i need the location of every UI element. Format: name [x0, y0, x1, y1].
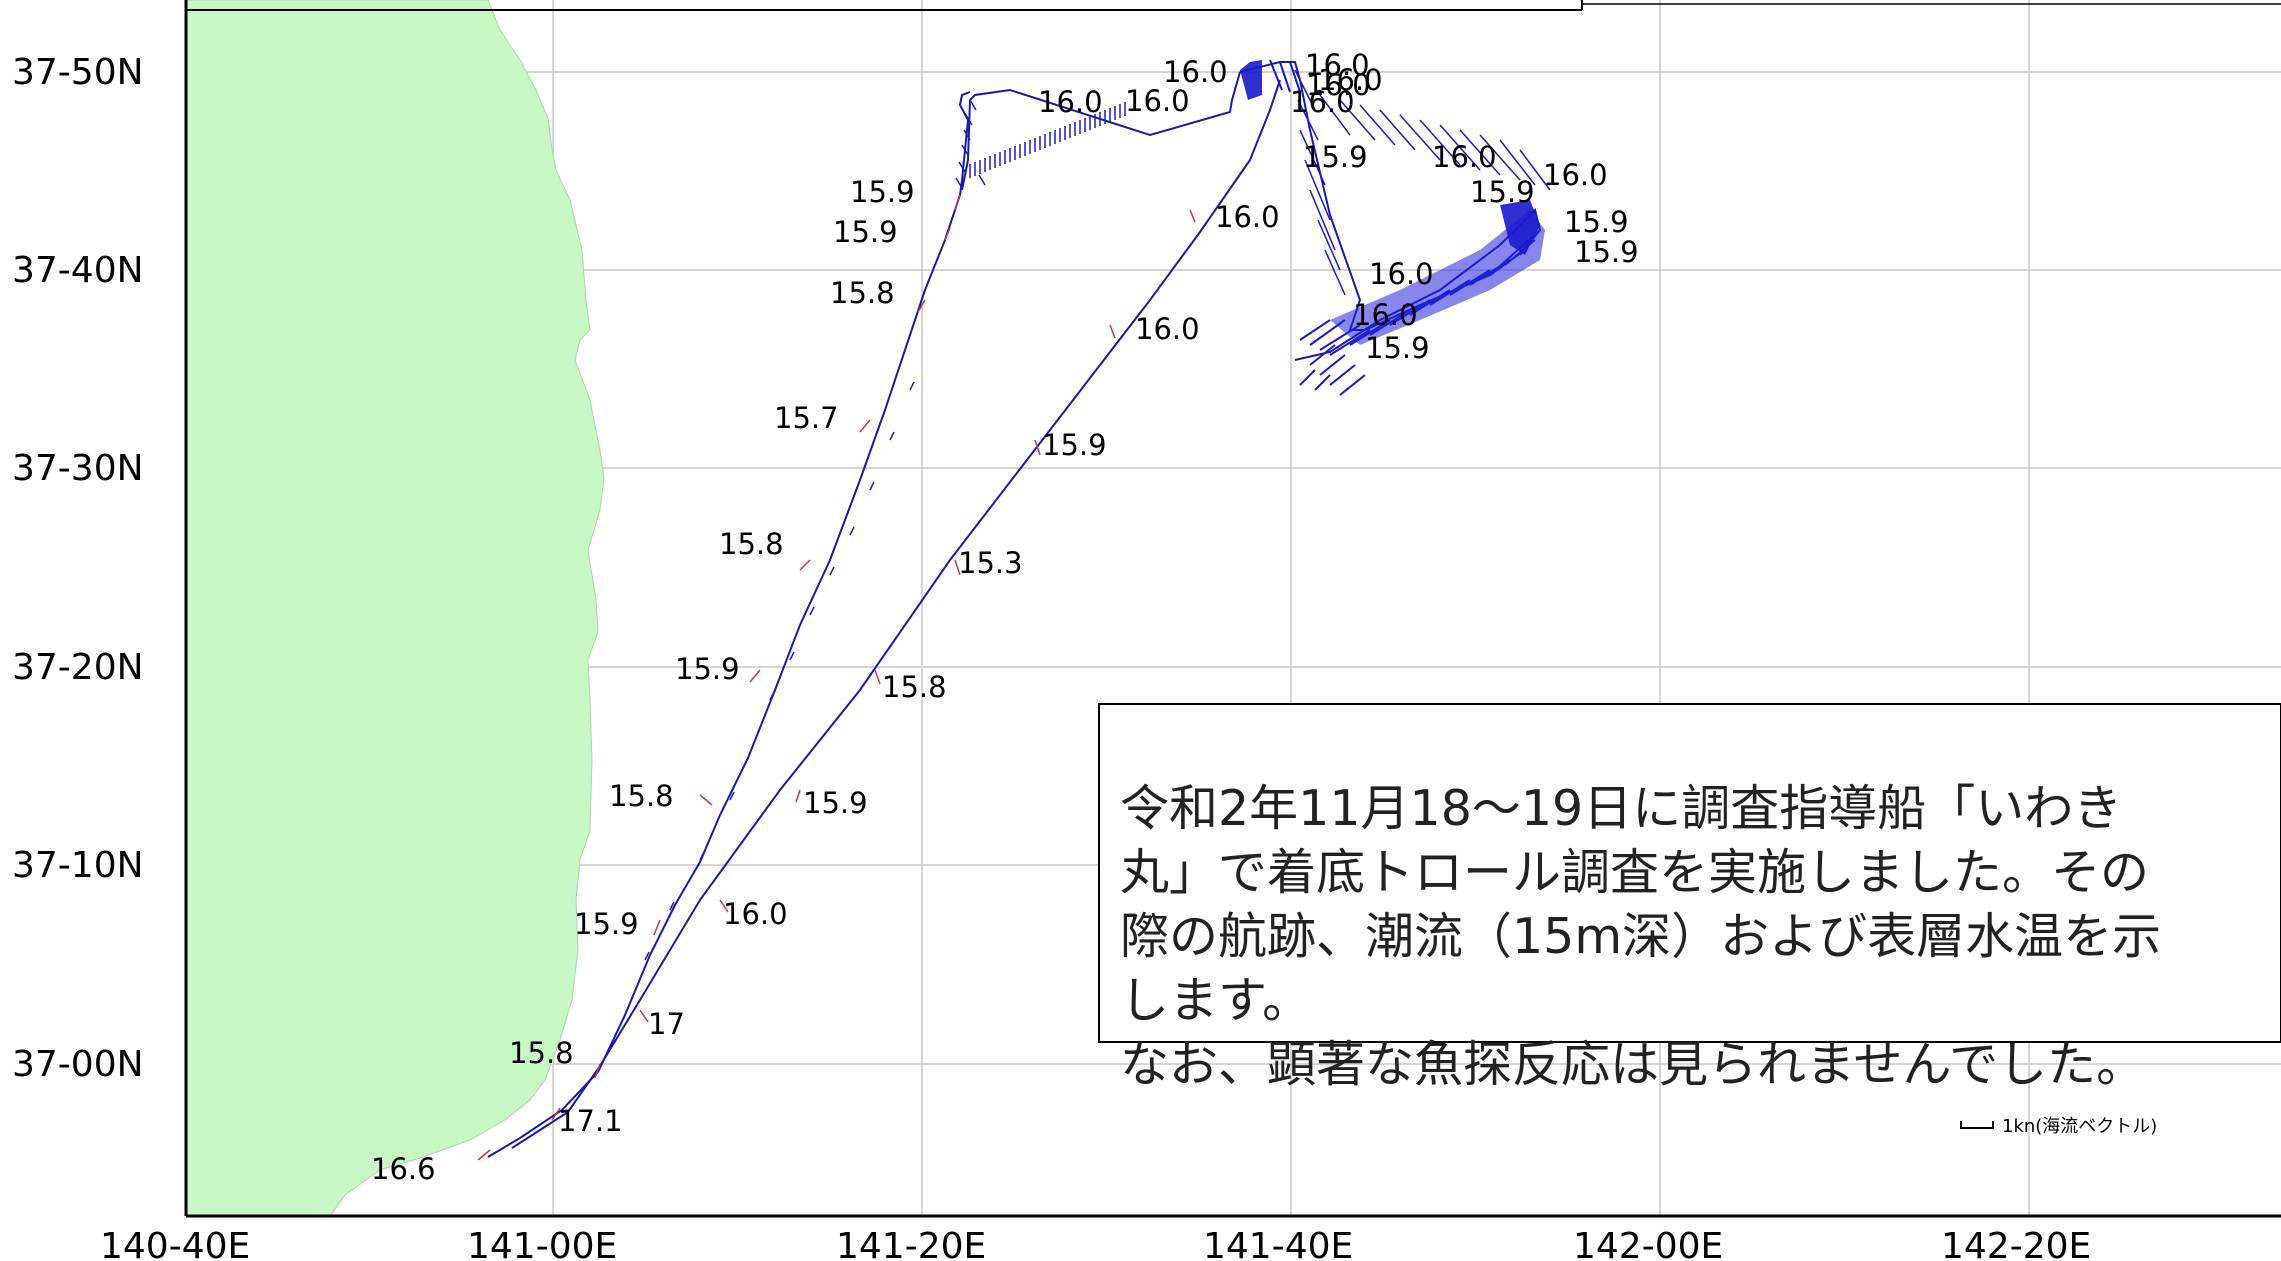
lat-tick-label: 37-20N — [12, 647, 144, 688]
temp-label: 15.7 — [774, 401, 839, 435]
temp-label: 16.0 — [1135, 312, 1200, 346]
temp-label: 15.8 — [882, 670, 947, 704]
temp-label: 16.0 — [1318, 63, 1383, 97]
scale-bar-icon — [1960, 1121, 1994, 1129]
temp-label: 15.9 — [574, 907, 639, 941]
survey-cluster-fill-2 — [1500, 200, 1540, 255]
temp-label: 15.9 — [850, 175, 915, 209]
scale-legend: 1kn(海流ベクトル) — [1960, 1112, 2157, 1138]
temp-label: 17 — [648, 1007, 685, 1041]
temp-label: 15.8 — [609, 779, 674, 813]
temp-label: 16.0 — [1125, 84, 1190, 118]
temp-label: 15.8 — [509, 1036, 574, 1070]
temp-label: 15.9 — [1574, 235, 1639, 269]
temp-label: 15.8 — [719, 527, 784, 561]
temp-label: 15.9 — [1365, 331, 1430, 365]
temp-label: 16.0 — [1038, 85, 1103, 119]
survey-note-box: 令和2年11月18〜19日に調査指導船「いわき 丸」で着底トロール調査を実施しま… — [1098, 703, 2281, 1093]
survey-cluster-fill — [1330, 210, 1545, 345]
temp-label: 16.0 — [723, 897, 788, 931]
temp-label: 16.6 — [371, 1152, 436, 1186]
vector-band-west-track — [644, 381, 915, 961]
lat-tick-label: 37-00N — [12, 1044, 144, 1085]
lat-tick-label: 37-30N — [12, 448, 144, 489]
lon-tick-label: 142-20E — [1941, 1226, 2091, 1261]
temp-label: 15.9 — [803, 786, 868, 820]
lat-tick-label: 37-10N — [12, 845, 144, 886]
temp-label: 16.0 — [1369, 257, 1434, 291]
lat-labels: 37-50N 37-40N 37-30N 37-20N 37-10N 37-00… — [12, 52, 144, 1085]
temp-label: 15.9 — [1564, 205, 1629, 239]
temp-label: 15.9 — [833, 215, 898, 249]
temp-label: 15.9 — [675, 652, 740, 686]
survey-cluster-fill-3 — [1240, 60, 1262, 100]
temp-label: 16.0 — [1215, 200, 1280, 234]
lat-tick-label: 37-40N — [12, 250, 144, 291]
track-return-east — [511, 79, 1281, 1149]
temp-label: 16.0 — [1163, 55, 1228, 89]
vector-band-leg-north — [969, 102, 1126, 178]
track-leg-north — [961, 71, 1241, 191]
lon-tick-label: 141-20E — [836, 1226, 986, 1261]
temp-label: 17.1 — [558, 1104, 623, 1138]
lon-labels: 140-40E 141-00E 141-20E 141-40E 142-00E … — [100, 1226, 2091, 1261]
temp-label: 16.0 — [1305, 48, 1370, 82]
temp-label: 16.0 — [1432, 140, 1497, 174]
temp-label: 15.8 — [830, 276, 895, 310]
temp-label: 16.0 — [1306, 68, 1371, 102]
temperature-labels: 16.0 16.0 16.0 16.0 16.0 16.0 16.0 15.9 … — [371, 48, 1639, 1186]
station-ticks — [477, 194, 1196, 1161]
survey-note-text: 令和2年11月18〜19日に調査指導船「いわき 丸」で着底トロール調査を実施しま… — [1120, 780, 2162, 1093]
temp-label: 16.0 — [1353, 298, 1418, 332]
lon-tick-label: 141-00E — [467, 1226, 617, 1261]
temp-label: 15.9 — [1470, 175, 1535, 209]
lon-tick-label: 140-40E — [100, 1226, 250, 1261]
temp-label: 16.0 — [1543, 158, 1608, 192]
vector-band-upper — [955, 99, 986, 189]
temp-label: 16.0 — [1290, 85, 1355, 119]
temp-label: 15.9 — [1042, 428, 1107, 462]
temp-label: 15.9 — [1303, 140, 1368, 174]
temp-label: 15.3 — [958, 546, 1023, 580]
landmass-coast — [185, 0, 605, 1217]
lon-tick-label: 142-00E — [1573, 1226, 1723, 1261]
scale-legend-label: 1kn(海流ベクトル) — [2002, 1116, 2158, 1137]
lat-tick-label: 37-50N — [12, 52, 144, 93]
vector-band-diagonal — [1294, 69, 1551, 296]
lon-tick-label: 141-40E — [1203, 1226, 1353, 1261]
